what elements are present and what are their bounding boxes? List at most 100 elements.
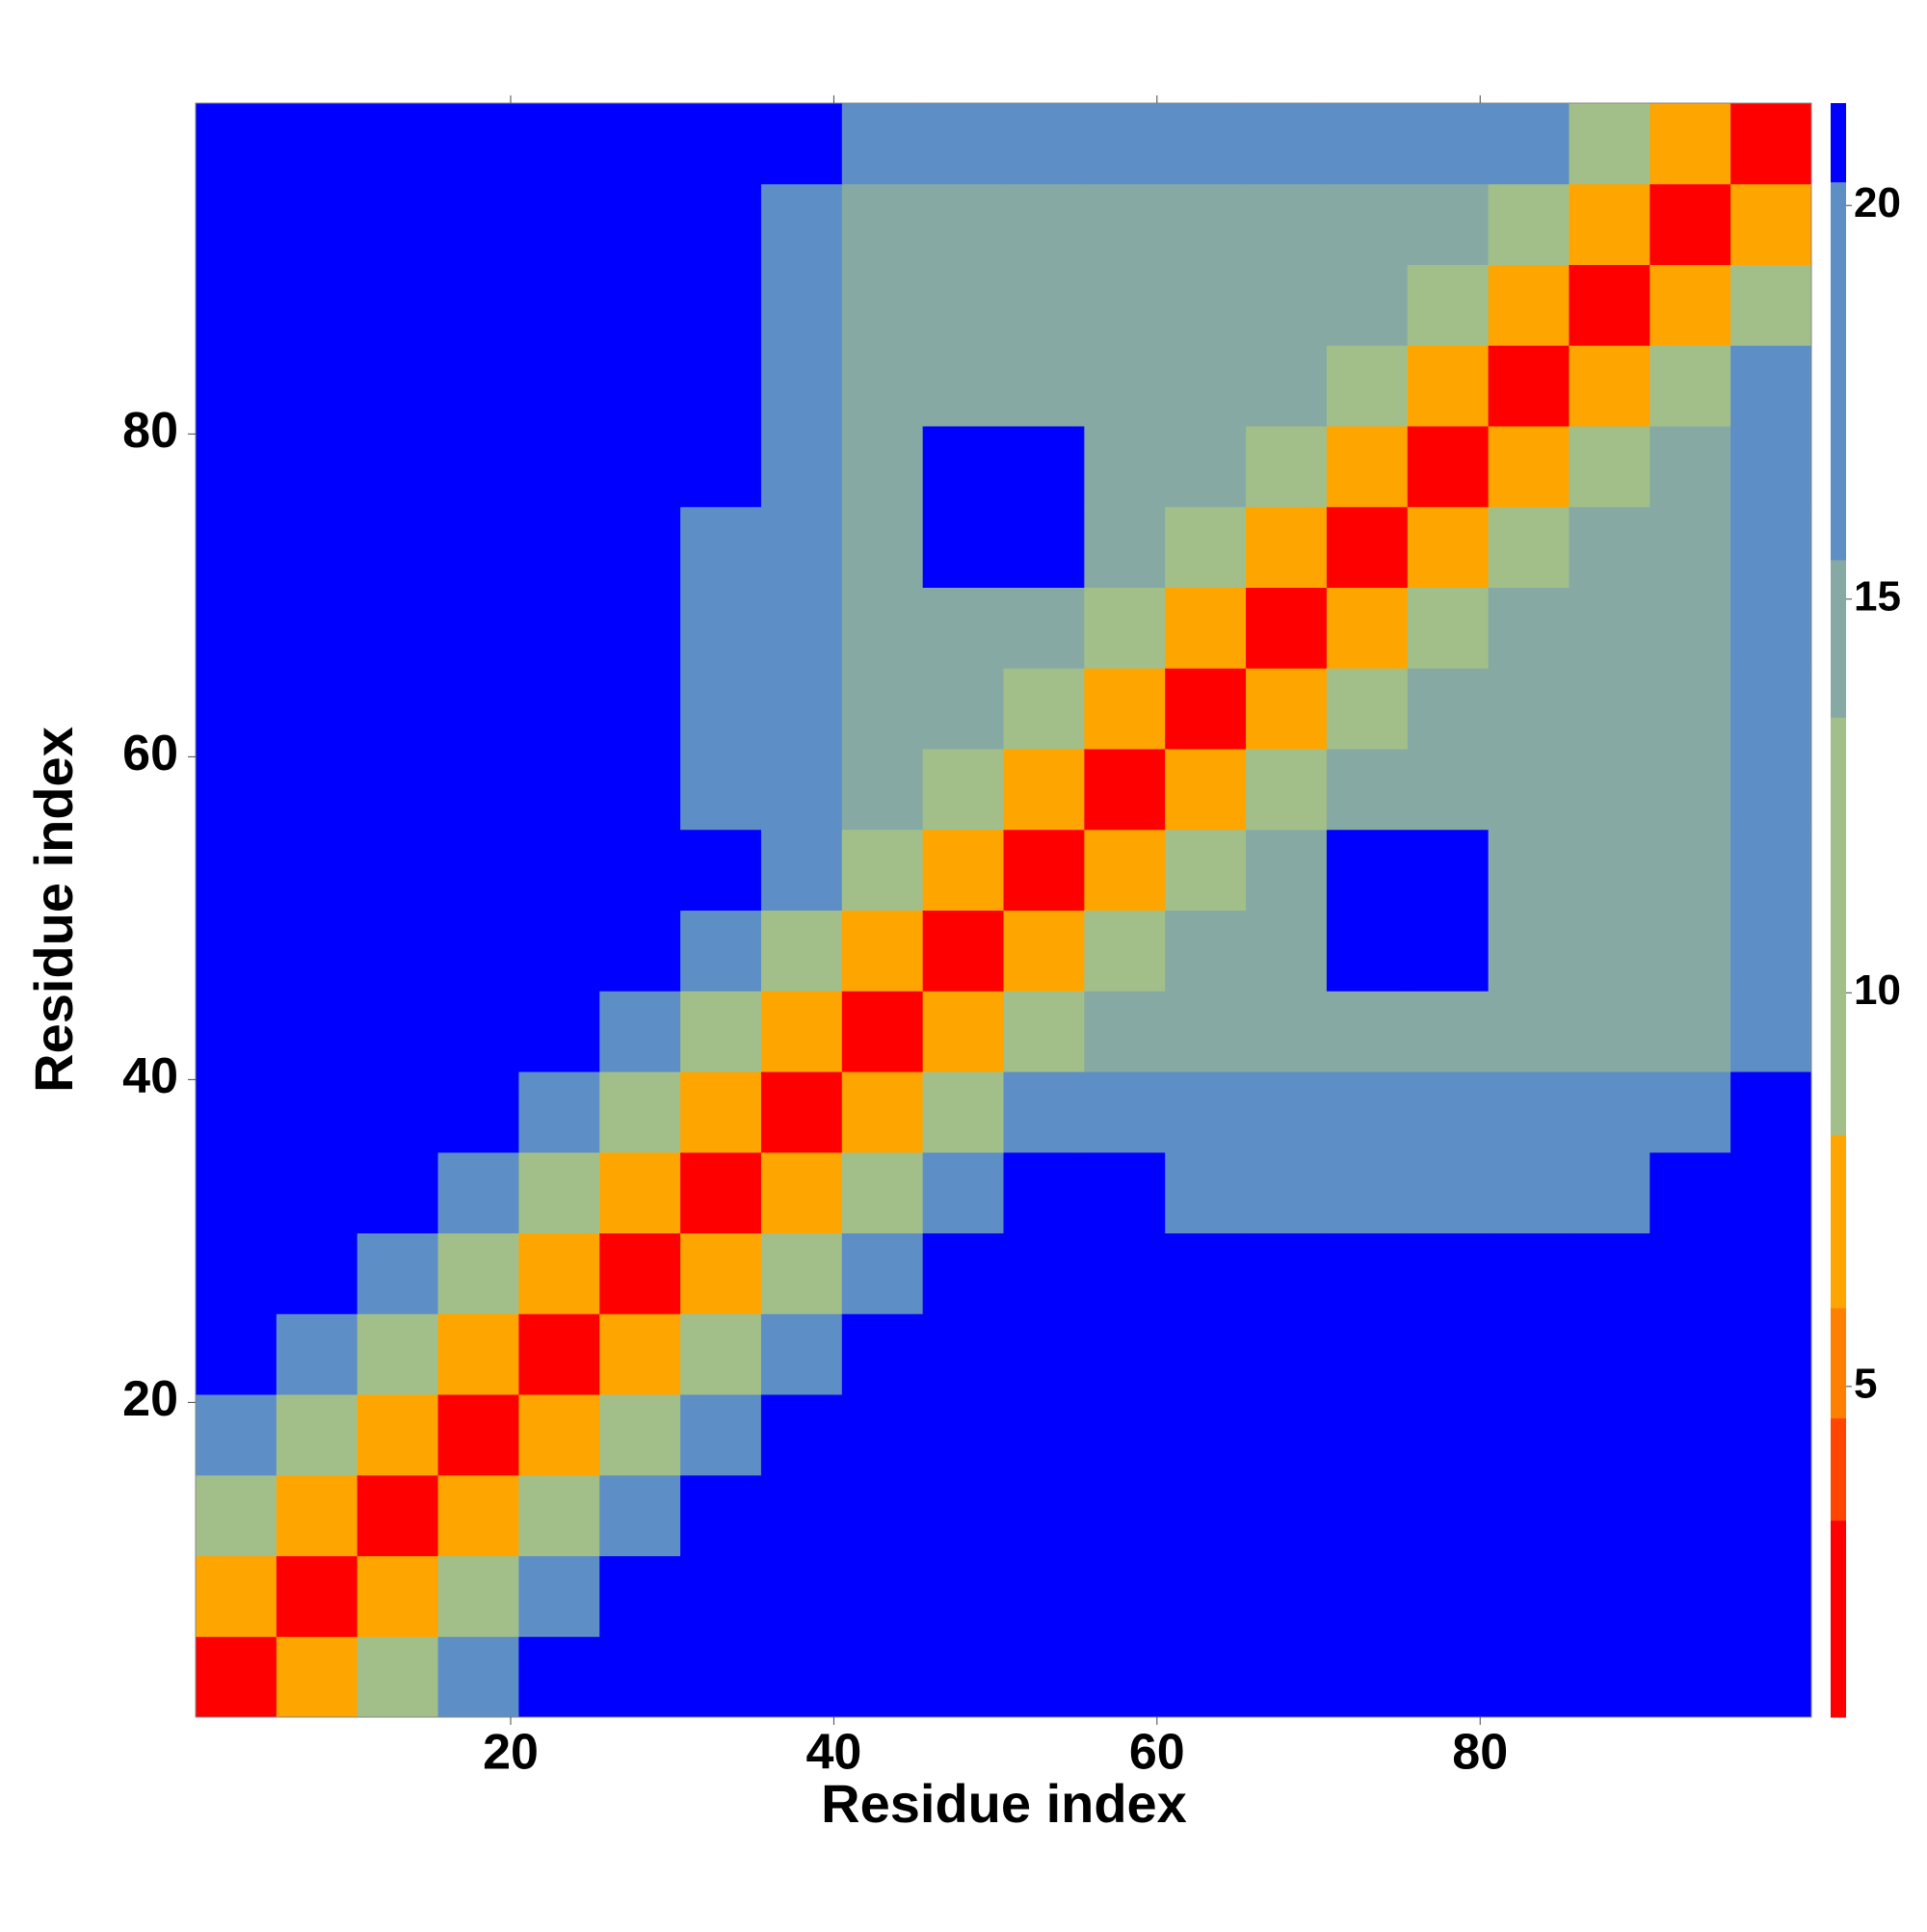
heatmap-cell bbox=[437, 1555, 519, 1637]
heatmap-cell bbox=[922, 426, 1004, 508]
heatmap-cell bbox=[1084, 749, 1166, 831]
heatmap-cell bbox=[922, 1555, 1004, 1637]
heatmap-cell bbox=[518, 668, 600, 750]
heatmap-cell bbox=[1730, 264, 1812, 346]
heatmap-cell bbox=[680, 506, 762, 588]
heatmap-cell bbox=[1650, 1232, 1731, 1314]
heatmap-cell bbox=[356, 910, 439, 992]
heatmap-cell bbox=[841, 910, 924, 992]
heatmap-cell bbox=[760, 1555, 843, 1637]
heatmap-cell bbox=[196, 910, 277, 992]
heatmap-cell bbox=[1650, 1555, 1731, 1637]
heatmap-cell bbox=[599, 1151, 681, 1233]
heatmap-cell bbox=[922, 1313, 1004, 1395]
heatmap-cell bbox=[276, 1394, 358, 1476]
heatmap-cell bbox=[1003, 1394, 1085, 1476]
heatmap-cell bbox=[1650, 426, 1731, 508]
heatmap-cell bbox=[1326, 749, 1409, 831]
colorbar-band bbox=[1831, 103, 1846, 183]
heatmap-cell bbox=[1084, 426, 1166, 508]
heatmap-cell bbox=[599, 1394, 681, 1476]
heatmap-cell bbox=[196, 103, 277, 185]
heatmap-cell bbox=[1246, 587, 1328, 669]
heatmap-cell bbox=[1326, 1636, 1409, 1718]
heatmap-cell bbox=[841, 1474, 924, 1556]
heatmap-cell bbox=[1569, 506, 1650, 588]
heatmap-cell bbox=[1407, 426, 1490, 508]
heatmap-cell bbox=[437, 1474, 519, 1556]
heatmap-cell bbox=[437, 991, 519, 1072]
heatmap-cell bbox=[599, 426, 681, 508]
heatmap-cell bbox=[437, 1151, 519, 1233]
heatmap-cell bbox=[356, 587, 439, 669]
heatmap-cell bbox=[922, 991, 1004, 1072]
heatmap-cell bbox=[922, 1072, 1004, 1153]
heatmap-cell bbox=[1488, 1232, 1570, 1314]
heatmap-cell bbox=[680, 426, 762, 508]
heatmap-cell bbox=[1730, 1474, 1812, 1556]
heatmap-cell bbox=[1084, 910, 1166, 992]
heatmap-cell bbox=[1326, 1555, 1409, 1637]
heatmap-cell bbox=[599, 829, 681, 911]
heatmap-cell bbox=[1650, 1313, 1731, 1395]
heatmap-cell bbox=[1730, 1232, 1812, 1314]
colorbar-band bbox=[1831, 1308, 1846, 1419]
heatmap-cell bbox=[1569, 264, 1650, 346]
heatmap-cell bbox=[1730, 910, 1812, 992]
heatmap-cell bbox=[1084, 1555, 1166, 1637]
heatmap-cell bbox=[1730, 991, 1812, 1072]
heatmap-cell bbox=[1165, 1313, 1247, 1395]
heatmap-cell bbox=[1165, 1394, 1247, 1476]
heatmap-cell bbox=[196, 1232, 277, 1314]
heatmap-cell bbox=[1569, 668, 1650, 750]
heatmap-cell bbox=[1326, 264, 1409, 346]
heatmap-cell bbox=[356, 1636, 439, 1718]
heatmap-cell bbox=[1165, 668, 1247, 750]
heatmap-cell bbox=[196, 1555, 277, 1637]
heatmap-cell bbox=[356, 506, 439, 588]
heatmap-cell bbox=[841, 1232, 924, 1314]
heatmap-cell bbox=[1569, 1474, 1650, 1556]
heatmap-cell bbox=[1650, 103, 1731, 185]
heatmap-cell bbox=[922, 183, 1004, 265]
heatmap-cell bbox=[1003, 426, 1085, 508]
heatmap-cell bbox=[356, 1072, 439, 1153]
heatmap-cell bbox=[1569, 910, 1650, 992]
heatmap-cell bbox=[599, 183, 681, 265]
heatmap-cell bbox=[356, 103, 439, 185]
colorbar-band bbox=[1831, 181, 1846, 561]
heatmap-cell bbox=[599, 991, 681, 1072]
heatmap-cell bbox=[1165, 829, 1247, 911]
heatmap-cell bbox=[841, 587, 924, 669]
heatmap-cell bbox=[1165, 264, 1247, 346]
heatmap-cell bbox=[1326, 1474, 1409, 1556]
heatmap-cell bbox=[518, 1072, 600, 1153]
heatmap-cell bbox=[1165, 1474, 1247, 1556]
heatmap-cell bbox=[1488, 1636, 1570, 1718]
heatmap-cell bbox=[356, 1151, 439, 1233]
heatmap-cell bbox=[1569, 1555, 1650, 1637]
heatmap-cell bbox=[760, 1313, 843, 1395]
heatmap-cell bbox=[922, 1636, 1004, 1718]
heatmap-cell bbox=[1246, 749, 1328, 831]
heatmap-cell bbox=[1407, 1151, 1490, 1233]
heatmap-cell bbox=[841, 1151, 924, 1233]
heatmap-cell bbox=[1488, 1313, 1570, 1395]
heatmap-cell bbox=[1003, 1151, 1085, 1233]
heatmap-cell bbox=[1730, 183, 1812, 265]
heatmap-cell bbox=[437, 1636, 519, 1718]
heatmap-cell bbox=[599, 1555, 681, 1637]
heatmap-cell bbox=[1246, 1072, 1328, 1153]
heatmap-cell bbox=[196, 1072, 277, 1153]
heatmap-cell bbox=[1165, 991, 1247, 1072]
heatmap-cell bbox=[196, 183, 277, 265]
heatmap-cell bbox=[1084, 991, 1166, 1072]
heatmap-cell bbox=[196, 1313, 277, 1395]
heatmap-cell bbox=[841, 749, 924, 831]
heatmap-cell bbox=[1730, 103, 1812, 185]
heatmap-cell bbox=[1246, 506, 1328, 588]
heatmap-cell bbox=[680, 264, 762, 346]
heatmap-cell bbox=[1003, 829, 1085, 911]
heatmap-cell bbox=[841, 1394, 924, 1476]
heatmap-cell bbox=[599, 1072, 681, 1153]
